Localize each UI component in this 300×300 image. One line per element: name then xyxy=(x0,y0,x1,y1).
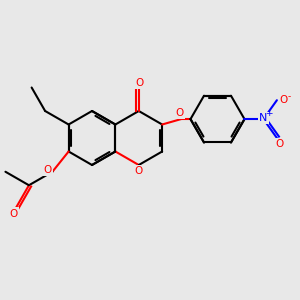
Text: O: O xyxy=(175,108,183,118)
Text: O: O xyxy=(43,165,52,175)
Text: O: O xyxy=(280,95,288,105)
Text: O: O xyxy=(9,209,18,219)
Text: O: O xyxy=(136,78,144,88)
Text: N: N xyxy=(259,113,268,123)
Text: -: - xyxy=(287,92,290,101)
Text: O: O xyxy=(135,166,143,176)
Text: +: + xyxy=(265,109,272,118)
Text: O: O xyxy=(276,139,284,149)
